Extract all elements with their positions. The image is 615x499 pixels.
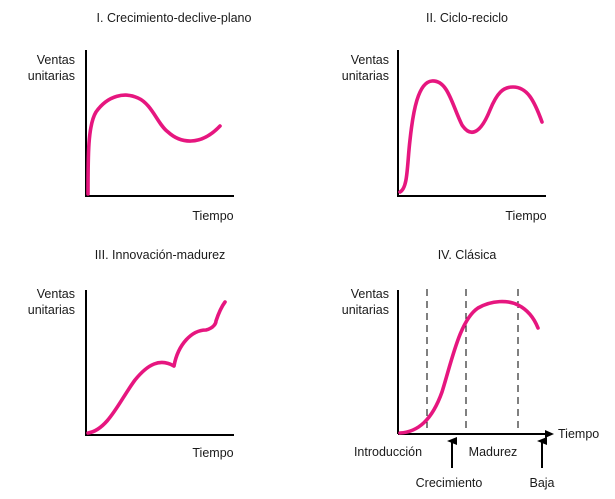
stage-label-crecimiento: Crecimiento xyxy=(416,476,483,490)
y-axis-label-line1: Ventas xyxy=(351,53,389,67)
y-axis-label-line2: unitarias xyxy=(28,69,75,83)
panel-innovacion-madurez: III. Innovación-madurez Ventas unitarias… xyxy=(28,248,234,460)
x-axis-label: Tiempo xyxy=(505,209,546,223)
y-axis-label-line2: unitarias xyxy=(342,69,389,83)
panel-clasica: IV. Clásica Ventas unitarias Tiempo Intr… xyxy=(342,248,600,490)
y-axis-label-line2: unitarias xyxy=(342,303,389,317)
sales-curve xyxy=(86,300,227,435)
panel-title: IV. Clásica xyxy=(438,248,497,262)
x-axis-label: Tiempo xyxy=(192,446,233,460)
sales-curve xyxy=(398,79,544,194)
stage-label-introduccion: Introducción xyxy=(354,445,422,459)
panel-title: III. Innovación-madurez xyxy=(95,248,226,262)
stage-label-baja: Baja xyxy=(529,476,554,490)
axes xyxy=(85,290,234,436)
x-axis-label: Tiempo xyxy=(192,209,233,223)
axes xyxy=(397,50,546,197)
y-axis-label-line1: Ventas xyxy=(37,287,75,301)
panel-title: II. Ciclo-reciclo xyxy=(426,11,508,25)
axes xyxy=(85,50,234,197)
x-axis-label: Tiempo xyxy=(558,427,599,441)
y-axis-label-line2: unitarias xyxy=(28,303,75,317)
x-axis-arrowhead xyxy=(545,430,554,438)
panel-ciclo-reciclo: II. Ciclo-reciclo Ventas unitarias Tiemp… xyxy=(342,11,547,223)
stage-label-madurez: Madurez xyxy=(469,445,518,459)
panel-crecimiento-declive-plano: I. Crecimiento-declive-plano Ventas unit… xyxy=(28,11,252,223)
y-axis-label-line1: Ventas xyxy=(37,53,75,67)
sales-curve xyxy=(398,299,540,435)
y-axis-label-line1: Ventas xyxy=(351,287,389,301)
sales-curve xyxy=(86,93,222,196)
panel-title: I. Crecimiento-declive-plano xyxy=(97,11,252,25)
